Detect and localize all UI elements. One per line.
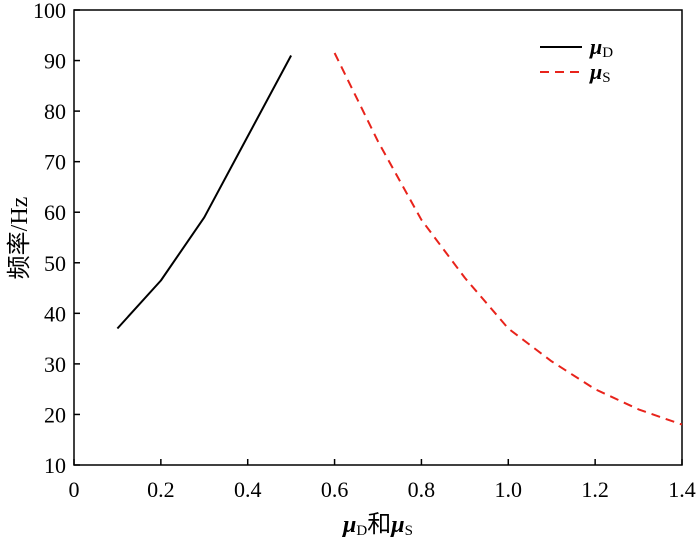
y-tick-label: 100 bbox=[33, 0, 66, 23]
legend-mu-s-subscript: S bbox=[602, 70, 610, 86]
legend-mu-s-symbol: μ bbox=[589, 59, 602, 84]
x-title-conjunction: 和 bbox=[367, 511, 391, 538]
y-tick-label: 90 bbox=[44, 49, 66, 74]
y-tick-label: 50 bbox=[44, 251, 66, 276]
x-tick-label: 0.4 bbox=[234, 477, 262, 502]
x-tick-label: 1.0 bbox=[495, 477, 523, 502]
legend-label-mu-d: μD bbox=[589, 34, 613, 61]
x-tick-label: 1.4 bbox=[668, 477, 696, 502]
x-tick-label: 0 bbox=[69, 477, 80, 502]
x-title-mu-1: μ bbox=[341, 512, 356, 538]
y-axis-title: 频率/Hz bbox=[6, 197, 33, 280]
x-title-mu-2: μ bbox=[389, 512, 404, 538]
y-tick-label: 70 bbox=[44, 150, 66, 175]
x-axis-title: μD和μS bbox=[341, 511, 413, 539]
series-layer bbox=[116, 52, 683, 426]
x-tick-label: 0.8 bbox=[408, 477, 436, 502]
x-tick-label: 1.2 bbox=[581, 477, 609, 502]
y-axis: 10 20 30 40 50 60 70 80 90 100 bbox=[33, 0, 80, 478]
legend-mu-d-subscript: D bbox=[602, 45, 613, 61]
series-line-mu-d bbox=[116, 55, 292, 330]
series-line-mu-s bbox=[333, 52, 683, 426]
legend-label-mu-s: μS bbox=[589, 59, 611, 86]
x-axis: 0 0.2 0.4 0.6 0.8 1.0 1.2 1.4 bbox=[69, 459, 696, 502]
y-tick-label: 30 bbox=[44, 352, 66, 377]
legend-mu-d-symbol: μ bbox=[589, 34, 602, 59]
y-tick-label: 10 bbox=[44, 453, 66, 478]
y-tick-label: 20 bbox=[44, 402, 66, 427]
x-title-sub-2: S bbox=[405, 523, 413, 539]
x-tick-label: 0.2 bbox=[147, 477, 175, 502]
y-tick-label: 60 bbox=[44, 200, 66, 225]
plot-frame bbox=[73, 9, 683, 466]
y-tick-label: 40 bbox=[44, 301, 66, 326]
y-tick-label: 80 bbox=[44, 99, 66, 124]
x-title-sub-1: D bbox=[356, 523, 367, 539]
x-tick-label: 0.6 bbox=[321, 477, 349, 502]
legend: μD μS bbox=[540, 34, 613, 86]
